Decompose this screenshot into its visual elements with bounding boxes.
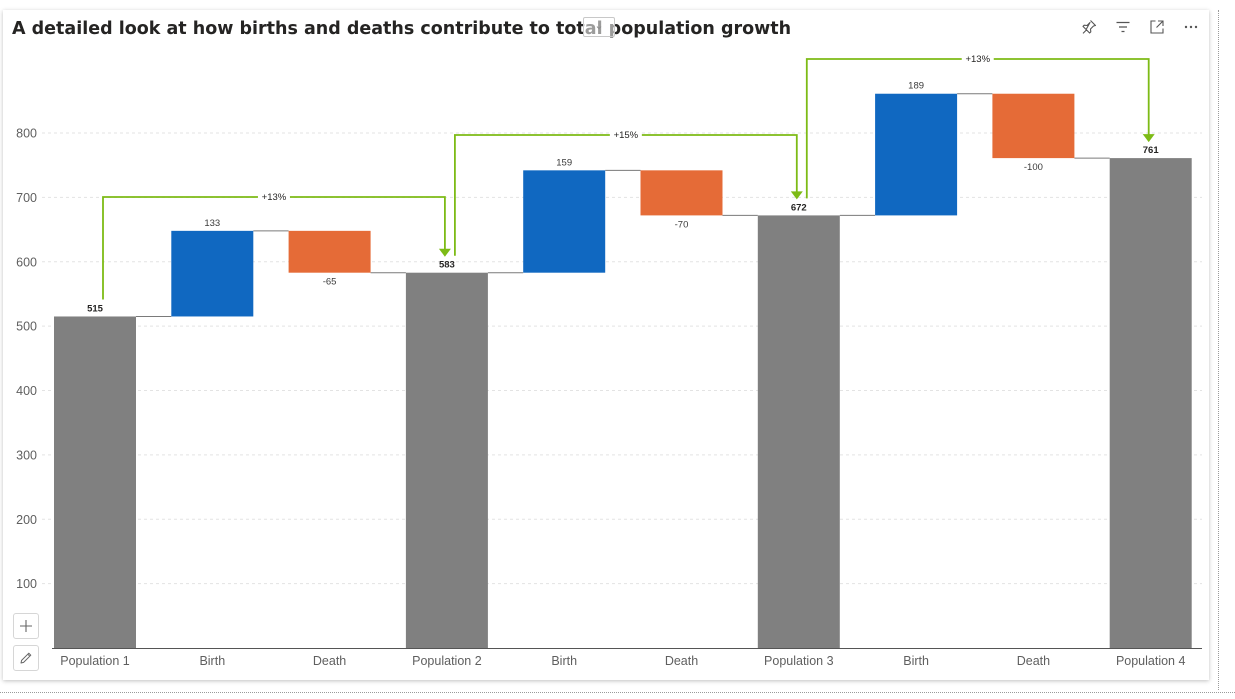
bar-decrease bbox=[288, 230, 371, 273]
canvas-boundary-right bbox=[1218, 10, 1220, 690]
growth-arrowhead bbox=[438, 248, 451, 257]
bar-decrease bbox=[640, 170, 723, 216]
focus-mode-icon[interactable] bbox=[1145, 15, 1169, 39]
y-tick-label: 200 bbox=[16, 513, 37, 527]
chart-title: A detailed look at how births and deaths… bbox=[12, 19, 792, 39]
y-tick-label: 600 bbox=[16, 255, 37, 269]
plus-icon bbox=[20, 620, 32, 632]
bar-total bbox=[54, 316, 136, 648]
x-tick-label: Death bbox=[313, 654, 346, 668]
data-label: 583 bbox=[439, 260, 455, 271]
canvas-boundary-bottom bbox=[0, 692, 1235, 694]
x-tick-label: Death bbox=[665, 654, 698, 668]
growth-label-bg bbox=[961, 52, 994, 65]
growth-label-bg bbox=[609, 128, 642, 141]
bar-decrease bbox=[992, 93, 1075, 159]
add-button[interactable] bbox=[13, 613, 39, 639]
x-tick-label: Population 4 bbox=[1116, 654, 1186, 668]
x-tick-label: Death bbox=[1017, 654, 1050, 668]
x-tick-label: Population 1 bbox=[60, 654, 130, 668]
bar-total bbox=[757, 215, 840, 648]
more-options-icon[interactable] bbox=[1179, 15, 1203, 39]
y-tick-label: 800 bbox=[16, 127, 37, 141]
x-tick-label: Birth bbox=[551, 654, 577, 668]
growth-arrow-line bbox=[454, 134, 798, 256]
growth-arrow-line bbox=[805, 58, 1150, 199]
bar-increase bbox=[171, 230, 254, 317]
x-tick-label: Population 2 bbox=[412, 654, 482, 668]
pin-icon[interactable] bbox=[1077, 15, 1101, 39]
data-label: 761 bbox=[1143, 145, 1160, 156]
y-tick-label: 400 bbox=[16, 384, 37, 398]
data-label: 515 bbox=[87, 303, 104, 314]
data-label: 189 bbox=[908, 81, 924, 92]
visual-header bbox=[1077, 15, 1203, 41]
filter-icon[interactable] bbox=[1111, 15, 1135, 39]
bar-total bbox=[1109, 158, 1192, 648]
x-tick-label: Birth bbox=[199, 654, 225, 668]
x-tick-label: Population 3 bbox=[764, 654, 834, 668]
y-tick-label: 700 bbox=[16, 191, 37, 205]
growth-arrowhead bbox=[790, 191, 803, 200]
edit-button[interactable] bbox=[13, 645, 39, 671]
drag-handle-icon[interactable]: ⌄ bbox=[583, 17, 615, 37]
pencil-icon bbox=[20, 652, 32, 664]
growth-label-bg bbox=[257, 190, 290, 203]
data-label: -70 bbox=[675, 219, 689, 230]
y-tick-label: 500 bbox=[16, 320, 37, 334]
bar-increase bbox=[523, 170, 606, 273]
y-tick-label: 300 bbox=[16, 448, 37, 462]
growth-arrow-line bbox=[102, 196, 446, 300]
data-label: -100 bbox=[1024, 162, 1043, 173]
bar-increase bbox=[875, 93, 958, 216]
growth-arrowhead bbox=[1142, 134, 1155, 143]
growth-label: +13% bbox=[262, 192, 287, 203]
growth-label: +13% bbox=[965, 54, 990, 65]
growth-label: +15% bbox=[614, 130, 639, 141]
data-label: 133 bbox=[204, 218, 220, 229]
y-tick-label: 100 bbox=[16, 577, 37, 591]
data-label: 672 bbox=[791, 202, 807, 213]
bar-total bbox=[405, 272, 488, 648]
data-label: 159 bbox=[556, 157, 572, 168]
x-tick-label: Birth bbox=[903, 654, 929, 668]
data-label: -65 bbox=[323, 277, 337, 288]
